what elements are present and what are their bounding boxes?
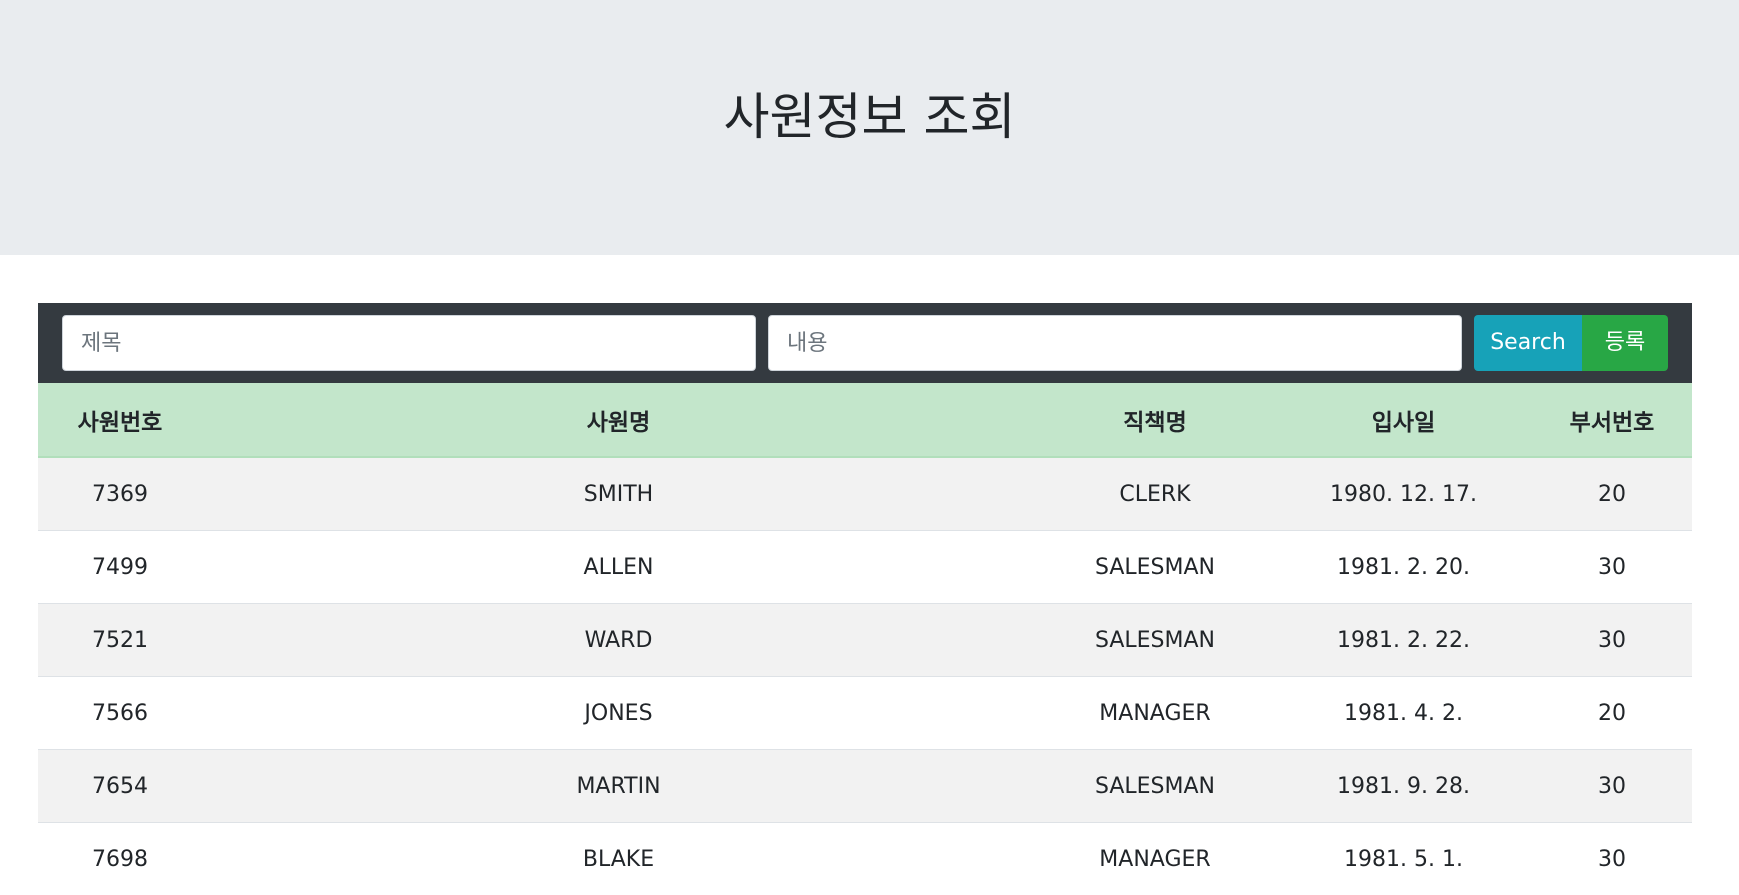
cell-emp-name: ALLEN — [202, 531, 1035, 604]
table-row[interactable]: 7369 SMITH CLERK 1980. 12. 17. 20 — [38, 457, 1692, 531]
cell-job: MANAGER — [1035, 677, 1275, 750]
cell-emp-no: 7499 — [38, 531, 202, 604]
cell-hire-date: 1980. 12. 17. — [1275, 457, 1532, 531]
cell-emp-no: 7698 — [38, 823, 202, 895]
table-row[interactable]: 7654 MARTIN SALESMAN 1981. 9. 28. 30 — [38, 750, 1692, 823]
search-toolbar: Search 등록 — [38, 303, 1692, 383]
page-header: 사원정보 조회 — [0, 0, 1739, 255]
cell-job: MANAGER — [1035, 823, 1275, 895]
table-row[interactable]: 7698 BLAKE MANAGER 1981. 5. 1. 30 — [38, 823, 1692, 895]
register-button[interactable]: 등록 — [1582, 315, 1668, 371]
cell-emp-name: MARTIN — [202, 750, 1035, 823]
table-row[interactable]: 7499 ALLEN SALESMAN 1981. 2. 20. 30 — [38, 531, 1692, 604]
cell-hire-date: 1981. 2. 22. — [1275, 604, 1532, 677]
header-dept-no: 부서번호 — [1532, 383, 1692, 457]
table-header-row: 사원번호 사원명 직책명 입사일 부서번호 — [38, 383, 1692, 457]
cell-job: CLERK — [1035, 457, 1275, 531]
cell-dept-no: 20 — [1532, 457, 1692, 531]
header-job: 직책명 — [1035, 383, 1275, 457]
cell-dept-no: 20 — [1532, 677, 1692, 750]
cell-hire-date: 1981. 9. 28. — [1275, 750, 1532, 823]
cell-hire-date: 1981. 5. 1. — [1275, 823, 1532, 895]
cell-job: SALESMAN — [1035, 604, 1275, 677]
cell-dept-no: 30 — [1532, 604, 1692, 677]
cell-emp-no: 7654 — [38, 750, 202, 823]
cell-job: SALESMAN — [1035, 531, 1275, 604]
table-row[interactable]: 7566 JONES MANAGER 1981. 4. 2. 20 — [38, 677, 1692, 750]
cell-emp-no: 7566 — [38, 677, 202, 750]
table-row[interactable]: 7521 WARD SALESMAN 1981. 2. 22. 30 — [38, 604, 1692, 677]
cell-dept-no: 30 — [1532, 531, 1692, 604]
cell-hire-date: 1981. 4. 2. — [1275, 677, 1532, 750]
cell-job: SALESMAN — [1035, 750, 1275, 823]
header-emp-name: 사원명 — [202, 383, 1035, 457]
title-search-input[interactable] — [62, 315, 756, 371]
search-button[interactable]: Search — [1474, 315, 1582, 371]
cell-dept-no: 30 — [1532, 823, 1692, 895]
employee-table: 사원번호 사원명 직책명 입사일 부서번호 7369 SMITH CLERK 1… — [38, 383, 1692, 895]
page-title: 사원정보 조회 — [0, 84, 1739, 150]
content-search-input[interactable] — [768, 315, 1462, 371]
cell-hire-date: 1981. 2. 20. — [1275, 531, 1532, 604]
cell-dept-no: 30 — [1532, 750, 1692, 823]
cell-emp-no: 7521 — [38, 604, 202, 677]
cell-emp-name: JONES — [202, 677, 1035, 750]
header-emp-no: 사원번호 — [38, 383, 202, 457]
cell-emp-no: 7369 — [38, 457, 202, 531]
cell-emp-name: SMITH — [202, 457, 1035, 531]
header-hire-date: 입사일 — [1275, 383, 1532, 457]
cell-emp-name: WARD — [202, 604, 1035, 677]
cell-emp-name: BLAKE — [202, 823, 1035, 895]
